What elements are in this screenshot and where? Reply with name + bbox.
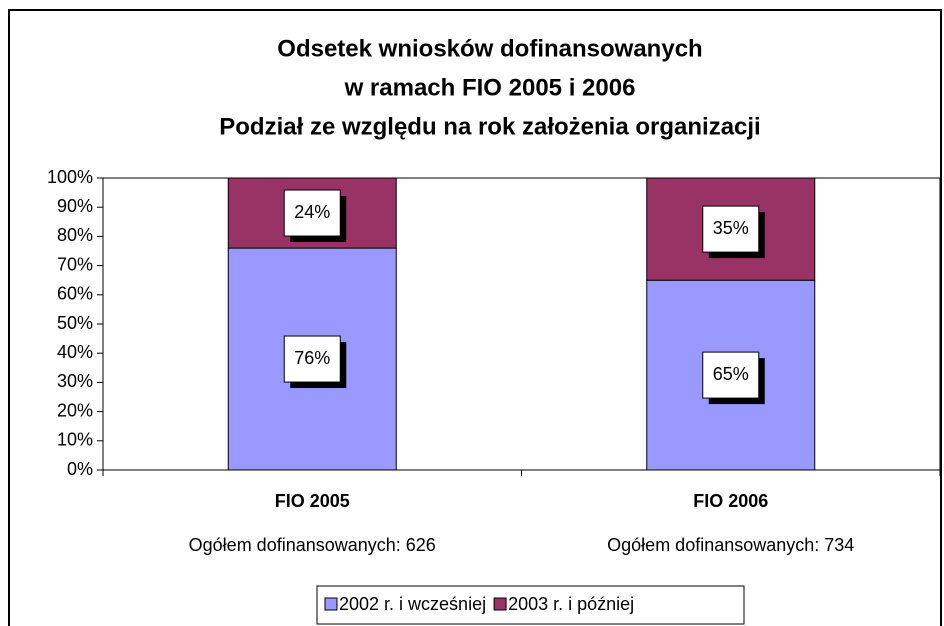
value-label: 76%: [294, 348, 330, 368]
chart-title: Odsetek wniosków dofinansowanych: [277, 35, 702, 62]
value-label: 65%: [713, 364, 749, 384]
value-label: 24%: [294, 202, 330, 222]
x-tick-label: FIO 2006: [693, 491, 768, 511]
y-tick-label: 0%: [67, 459, 93, 479]
legend-swatch: [493, 597, 507, 611]
y-tick-label: 60%: [57, 284, 93, 304]
y-tick-label: 70%: [57, 254, 93, 274]
value-label: 35%: [713, 218, 749, 238]
chart-title: Podział ze względu na rok założenia orga…: [219, 113, 760, 140]
label-box: [283, 189, 341, 237]
legend-label: 2003 r. i później: [508, 594, 634, 614]
y-tick-label: 80%: [57, 225, 93, 245]
y-tick-label: 50%: [57, 313, 93, 333]
label-box: [702, 351, 760, 399]
legend-swatch: [324, 597, 338, 611]
y-tick-label: 100%: [47, 167, 93, 187]
label-box: [283, 335, 341, 383]
y-tick-label: 20%: [57, 400, 93, 420]
x-tick-label: FIO 2005: [275, 491, 350, 511]
y-tick-label: 40%: [57, 342, 93, 362]
y-tick-label: 30%: [57, 371, 93, 391]
legend-label: 2002 r. i wcześniej: [339, 594, 486, 614]
y-tick-label: 90%: [57, 196, 93, 216]
chart-title: w ramach FIO 2005 i 2006: [344, 74, 636, 101]
chart-frame: [8, 9, 942, 626]
category-note: Ogółem dofinansowanych: 734: [607, 535, 854, 555]
category-note: Ogółem dofinansowanych: 626: [189, 535, 436, 555]
legend-box: [316, 585, 745, 625]
label-box: [702, 205, 760, 253]
y-tick-label: 10%: [57, 430, 93, 450]
